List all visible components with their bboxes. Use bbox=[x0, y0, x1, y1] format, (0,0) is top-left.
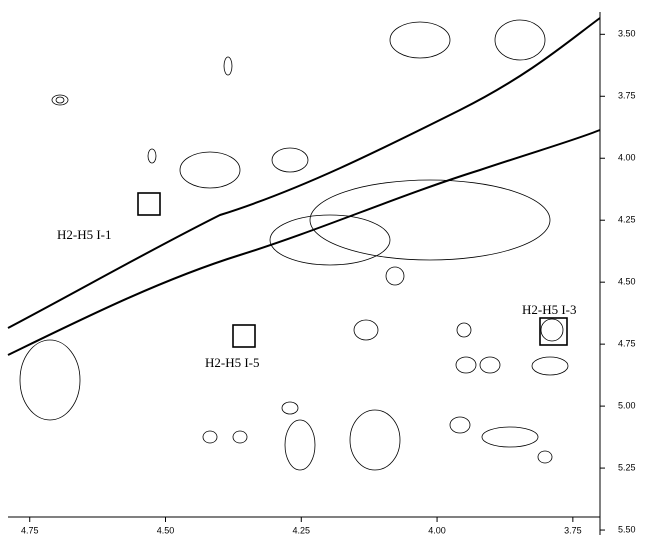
box bbox=[233, 325, 255, 347]
contour bbox=[538, 451, 552, 463]
contour bbox=[270, 215, 390, 265]
contour bbox=[482, 427, 538, 447]
contour bbox=[180, 152, 240, 188]
contour bbox=[386, 267, 404, 285]
x-tick-label: 3.75 bbox=[564, 525, 582, 535]
y-tick-label: 5.00 bbox=[618, 400, 636, 410]
contour bbox=[272, 148, 308, 172]
contour bbox=[203, 431, 217, 443]
y-tick-label: 4.75 bbox=[618, 339, 636, 349]
contour bbox=[282, 402, 298, 414]
contour bbox=[350, 410, 400, 470]
y-tick-label: 5.25 bbox=[618, 462, 636, 472]
contour bbox=[495, 20, 545, 60]
y-tick-label: 5.50 bbox=[618, 524, 636, 534]
diagonal-ridge bbox=[8, 130, 600, 355]
y-tick-label: 4.50 bbox=[618, 277, 636, 287]
contour bbox=[480, 357, 500, 373]
x-tick-label: 4.00 bbox=[428, 525, 446, 535]
annotation: H2-H5 I-3 bbox=[522, 302, 577, 317]
contour bbox=[532, 357, 568, 375]
box bbox=[138, 193, 160, 215]
contour bbox=[20, 340, 80, 420]
diagonal-ridge bbox=[8, 18, 600, 328]
contour bbox=[233, 431, 247, 443]
annotation: H2-H5 I-5 bbox=[205, 355, 260, 370]
contours bbox=[8, 18, 600, 470]
y-tick-label: 3.50 bbox=[618, 29, 636, 39]
contour bbox=[457, 323, 471, 337]
x-tick-label: 4.75 bbox=[21, 525, 39, 535]
contour bbox=[148, 149, 156, 163]
contour bbox=[285, 420, 315, 470]
contour bbox=[541, 319, 563, 341]
y-tick-label: 4.25 bbox=[618, 215, 636, 225]
y-tick-label: 3.75 bbox=[618, 91, 636, 101]
y-tick-label: 4.00 bbox=[618, 153, 636, 163]
contour bbox=[390, 22, 450, 58]
contour bbox=[450, 417, 470, 433]
contour bbox=[354, 320, 378, 340]
contour bbox=[56, 97, 64, 103]
contour bbox=[310, 180, 550, 260]
chart: 4.75 4.50 4.25 4.00 3.75 3.50 3.75 4.00 4.25 4.50… bbox=[0, 0, 648, 540]
x-tick-label: 4.50 bbox=[157, 525, 175, 535]
contour bbox=[224, 57, 232, 75]
annotation: H2-H5 I-1 bbox=[57, 227, 112, 242]
x-tick-label: 4.25 bbox=[293, 525, 311, 535]
contour bbox=[456, 357, 476, 373]
contour bbox=[52, 95, 68, 105]
